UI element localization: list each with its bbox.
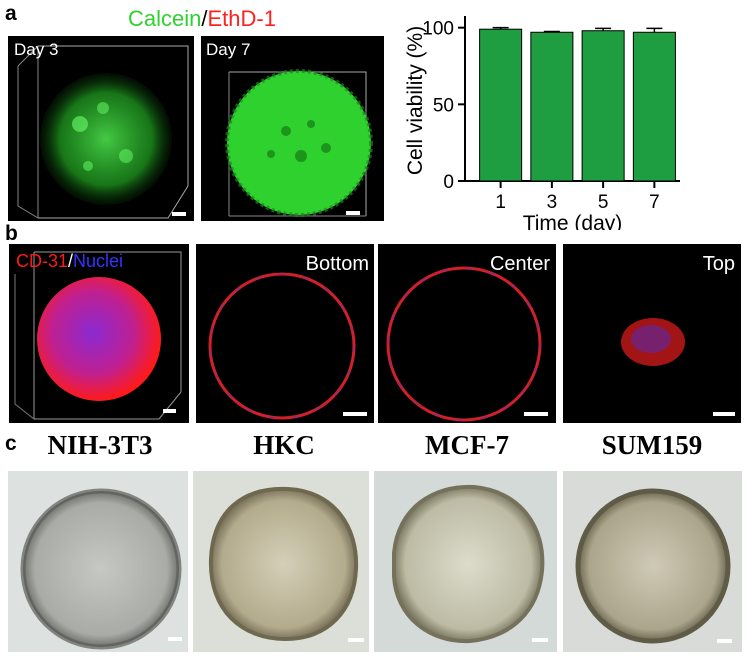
top-scale-bar [713, 412, 735, 416]
mcf7-brightfield-image [374, 471, 557, 652]
nih3t3-scale-bar [168, 637, 182, 641]
day3-label: Day 3 [14, 40, 59, 59]
x-tick-label: 5 [598, 192, 609, 213]
bottom-slice-ring [208, 272, 356, 420]
mcf7-scale-bar [532, 638, 548, 642]
panel-a-stain-legend: Calcein/EthD-1 [128, 6, 276, 32]
cd31-label: CD-31 [16, 251, 69, 271]
hkc-scale-bar [348, 638, 364, 642]
x-tick-label: 1 [495, 192, 506, 213]
day7-3d-render [225, 69, 373, 217]
x-axis-label: Time (day) [523, 212, 623, 230]
nih3t3-brightfield-image [8, 471, 188, 652]
bar [479, 28, 523, 182]
center-slice-ring [386, 266, 542, 422]
bar [530, 31, 574, 182]
day3-scale-bar [172, 212, 186, 216]
y-tick-label: 100 [422, 19, 454, 40]
ethd1-label: EthD-1 [207, 6, 276, 31]
nih3t3-title: NIH-3T3 [47, 430, 153, 460]
legend-separator: / [201, 6, 208, 31]
top-slice-image: Top [563, 244, 741, 423]
y-tick-label: 0 [443, 172, 454, 193]
bottom-slice-label: Bottom [305, 253, 369, 275]
bottom-scale-bar [343, 412, 367, 416]
day3-3d-render [17, 45, 189, 219]
mcf7-spheroid [392, 484, 545, 644]
cd31-scale-bar [163, 409, 176, 413]
sum159-title: SUM159 [601, 430, 703, 460]
y-tick-label: 50 [433, 95, 454, 116]
sum159-brightfield-image [563, 471, 742, 652]
nih3t3-spheroid [20, 488, 182, 650]
hkc-spheroid [208, 486, 359, 642]
sum159-scale-bar [717, 639, 732, 643]
cell-viability-chart: 0 50 100 1 3 5 7 Time (day) Cell viability (%) [404, 16, 680, 230]
bar [581, 30, 625, 182]
cd31-3d-render [14, 251, 182, 420]
bar [632, 31, 676, 182]
panel-c-label: c [5, 432, 17, 455]
x-tick-label: 7 [649, 192, 660, 213]
center-slice-label: Center [489, 253, 550, 275]
day7-label: Day 7 [206, 40, 251, 59]
panel-a-label: a [5, 2, 17, 25]
day3-fluorescence-image: Day 3 [8, 36, 194, 221]
x-tick-label: 3 [547, 192, 558, 213]
top-slice-label: Top [702, 253, 735, 275]
center-scale-bar [524, 412, 548, 416]
bottom-slice-image: Bottom [196, 244, 374, 423]
cd31-nuclei-legend: CD-31/Nuclei [16, 251, 123, 272]
day7-scale-bar [346, 211, 360, 215]
mcf7-title: MCF-7 [425, 430, 509, 460]
cd31-separator: / [68, 251, 74, 271]
nuclei-label: Nuclei [73, 251, 124, 271]
sum159-spheroid [575, 488, 731, 644]
day7-fluorescence-image: Day 7 [201, 36, 384, 221]
cd31-3d-image: CD-31/Nuclei [9, 244, 189, 423]
top-slice-patch [621, 318, 685, 366]
hkc-title: HKC [253, 430, 315, 460]
hkc-brightfield-image [193, 471, 369, 652]
center-slice-image: Center [378, 244, 556, 423]
calcein-label: Calcein [128, 6, 202, 31]
panel-b-label: b [5, 222, 18, 245]
y-axis-label: Cell viability (%) [404, 26, 427, 175]
